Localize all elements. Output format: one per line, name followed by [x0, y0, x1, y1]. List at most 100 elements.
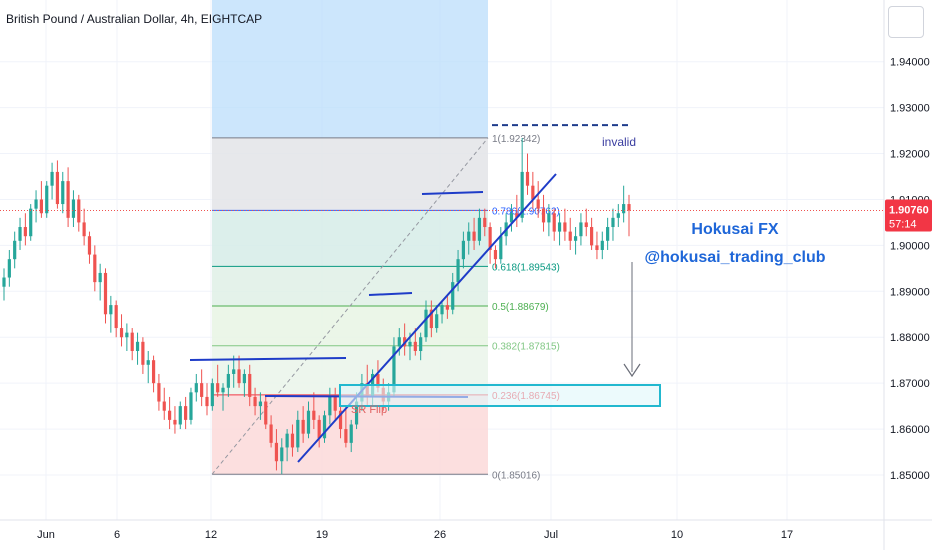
candle-body: [290, 433, 295, 448]
highlight-zone: [212, 0, 488, 138]
candle-body: [184, 406, 188, 420]
candle-body: [328, 396, 332, 416]
candle-body: [552, 213, 556, 232]
price-tick-label: 1.88000: [890, 332, 930, 344]
chart-settings-button[interactable]: [888, 6, 924, 38]
candle-body: [392, 346, 396, 393]
candle-body: [376, 373, 380, 388]
candle-body: [488, 227, 492, 250]
candle-body: [173, 419, 177, 425]
author-name: Hokusai FX: [691, 221, 778, 238]
candle-body: [456, 259, 460, 283]
candle-body: [264, 401, 268, 425]
candle-body: [146, 360, 150, 365]
fib-level-label: 0.618(1.89543): [492, 262, 560, 273]
price-tick-label: 1.87000: [890, 378, 930, 390]
fib-band: [212, 306, 488, 346]
candle-body: [87, 236, 92, 255]
candle-body: [34, 199, 38, 209]
author-handle: @hokusai_trading_club: [645, 249, 826, 266]
candle-body: [237, 369, 241, 384]
candle-body: [557, 222, 562, 232]
candle-body: [93, 254, 97, 283]
time-tick-label: 26: [434, 529, 446, 541]
candle-body: [258, 401, 263, 407]
fib-level-label: 1(1.92342): [492, 134, 540, 145]
candle-body: [440, 305, 444, 315]
resistance-line: [189, 357, 347, 361]
projection-arrowhead: [623, 363, 641, 378]
candle-body: [109, 305, 113, 315]
candle-body: [509, 213, 514, 223]
candle-body: [200, 383, 204, 397]
candle-body: [467, 231, 471, 241]
candle-body: [616, 213, 620, 218]
candle-body: [226, 373, 230, 388]
candle-body: [50, 171, 54, 186]
candle-body: [477, 217, 482, 241]
candle-body: [13, 240, 17, 260]
fib-band: [212, 210, 488, 267]
candle-body: [333, 396, 337, 411]
candle-body: [483, 217, 487, 228]
candle-body: [18, 227, 22, 241]
current-price-value: 1.90760: [889, 204, 929, 216]
candle-body: [600, 240, 604, 250]
candle-body: [194, 383, 198, 393]
candle-body: [499, 236, 503, 260]
sr-flip-label: SR Flip: [351, 404, 387, 416]
candle-body: [536, 199, 540, 209]
candle-body: [301, 419, 305, 434]
candle-body: [541, 208, 546, 223]
candle-body: [408, 341, 412, 347]
candle-body: [595, 245, 599, 250]
candle-body: [253, 396, 257, 407]
candle-body: [590, 227, 594, 246]
candle-body: [306, 410, 311, 434]
candle-body: [7, 259, 11, 278]
candle-body: [178, 406, 182, 425]
price-tick-label: 1.90000: [890, 240, 930, 252]
candle-body: [114, 305, 118, 329]
resistance-line: [368, 292, 413, 296]
fib-band: [212, 137, 488, 211]
resistance-line: [421, 191, 484, 195]
time-tick-label: 6: [114, 529, 120, 541]
candle-body: [531, 185, 535, 200]
candle-body: [349, 424, 353, 443]
candle-body: [103, 272, 108, 315]
candle-body: [322, 415, 327, 439]
candle-body: [210, 383, 214, 407]
candle-body: [130, 332, 134, 352]
current-price-badge: [885, 199, 932, 232]
symbol-title: British Pound / Australian Dollar, 4h, E…: [6, 12, 263, 26]
candle-body: [135, 341, 140, 352]
candle-body: [622, 204, 626, 214]
candle-body: [151, 360, 156, 384]
candle-body: [525, 171, 530, 186]
candle-body: [23, 227, 27, 237]
fib-level-label: 0.786(1.90762): [492, 206, 560, 217]
candle-body: [216, 383, 220, 393]
candle-body: [573, 236, 578, 241]
candle-body: [274, 442, 279, 462]
candle-body: [205, 396, 209, 407]
candle-body: [221, 387, 225, 393]
price-tick-label: 1.94000: [890, 57, 930, 69]
time-tick-label: Jul: [544, 529, 558, 541]
time-tick-label: 17: [781, 529, 793, 541]
candle-body: [269, 424, 273, 443]
candle-body: [429, 309, 433, 329]
candle-body: [461, 240, 466, 260]
ascending-trendline: [297, 173, 557, 463]
candle-body: [45, 185, 49, 214]
candle-body: [55, 171, 60, 205]
fib-level-label: 0(1.85016): [492, 470, 540, 481]
price-tick-label: 1.85000: [890, 470, 930, 482]
candle-body: [82, 222, 86, 237]
time-tick-label: 19: [316, 529, 328, 541]
bar-countdown: 57:14: [889, 218, 917, 230]
candle-body: [563, 222, 567, 232]
candle-body: [424, 309, 428, 338]
